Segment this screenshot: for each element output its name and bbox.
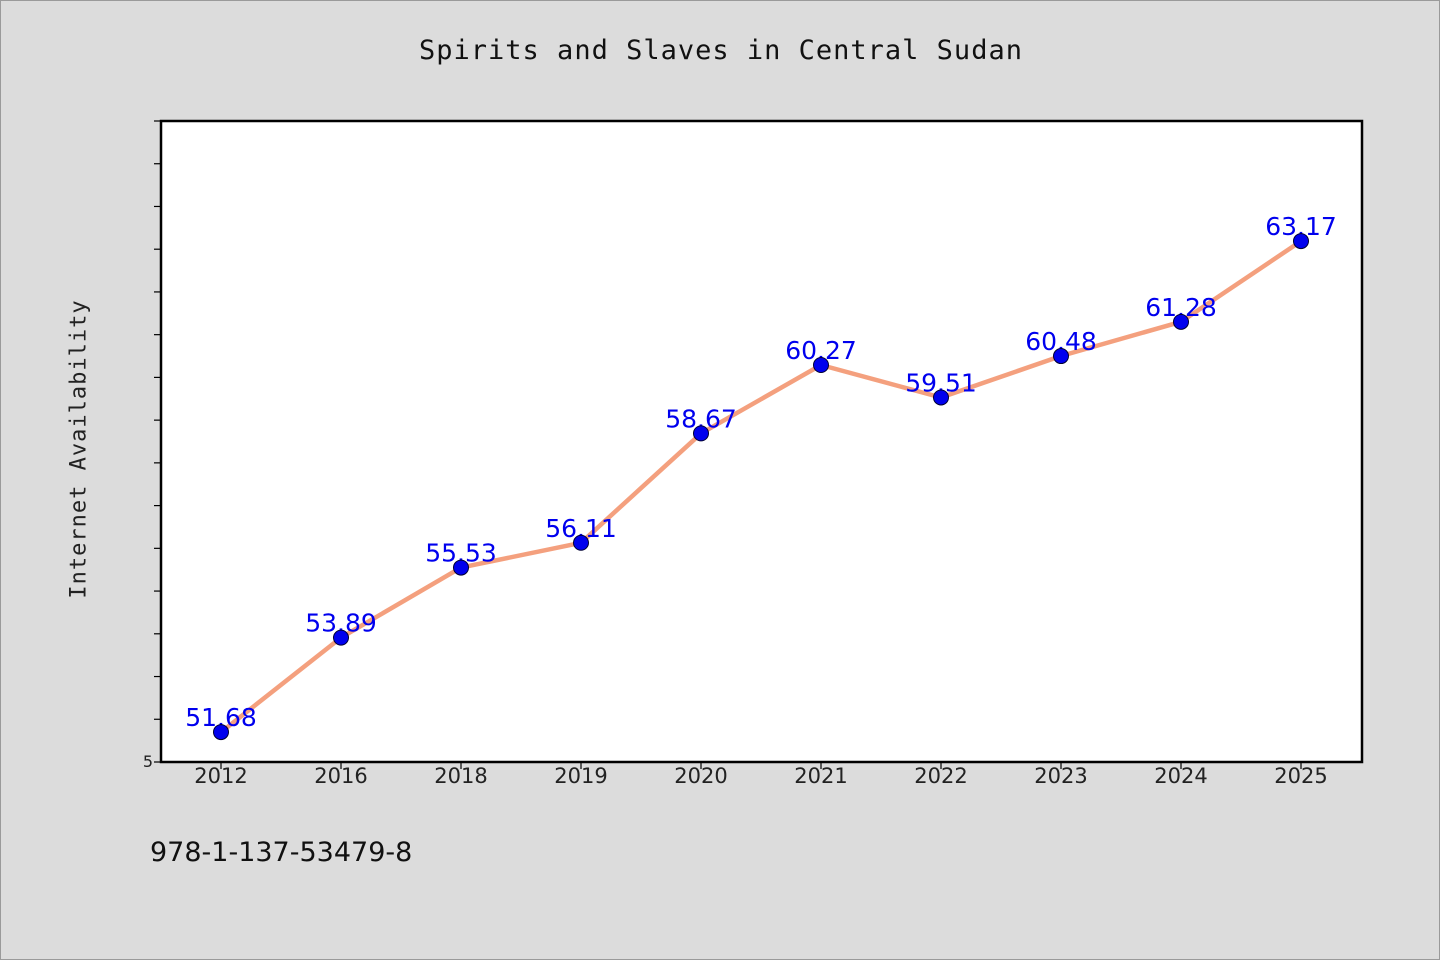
data-point-2019: [573, 534, 589, 551]
x-tick-label-2025: 2025: [1274, 764, 1327, 788]
plot-area: [159, 119, 1364, 764]
x-axis-ticks: 2012 2016 2018 2019 2020 2021 2022 2023 2024 2025: [194, 762, 1328, 788]
x-tick-label-2016: 2016: [314, 764, 367, 788]
data-point-2018: [453, 559, 469, 576]
data-point-2012: [213, 724, 229, 741]
data-point-2021: [813, 357, 829, 374]
data-point-2024: [1173, 313, 1189, 330]
x-tick-label-2023: 2023: [1034, 764, 1087, 788]
x-tick-label-2019: 2019: [554, 764, 607, 788]
y-tick-label: 5: [143, 752, 153, 771]
x-tick-label-2020: 2020: [674, 764, 727, 788]
series-line: [219, 239, 1303, 734]
data-point-2020: [693, 425, 709, 442]
x-tick-label-2021: 2021: [794, 764, 847, 788]
data-point-2022: [933, 389, 949, 406]
y-axis-ticks: [154, 120, 161, 763]
x-tick-label-2018: 2018: [434, 764, 487, 788]
x-tick-label-2024: 2024: [1154, 764, 1207, 788]
x-tick-label-2022: 2022: [914, 764, 967, 788]
isbn-text: 978-1-137-53479-8: [150, 837, 413, 868]
data-point-2025: [1293, 233, 1309, 250]
data-point-2016: [333, 629, 349, 646]
chart-title: Spirits and Slaves in Central Sudan: [419, 35, 1023, 66]
data-point-2023: [1053, 348, 1069, 365]
data-markers: [213, 233, 1309, 741]
x-tick-label-2012: 2012: [194, 764, 247, 788]
